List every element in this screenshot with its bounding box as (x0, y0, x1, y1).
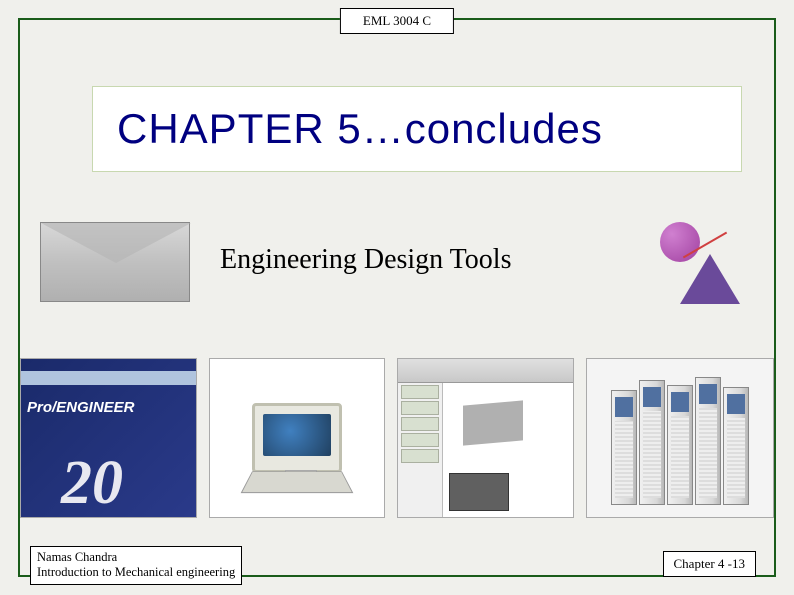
footer-page-box: Chapter 4 -13 (663, 551, 756, 577)
books-thumbnail (586, 358, 775, 518)
engineering-clipart-image (640, 214, 750, 314)
footer-author-box: Namas Chandra Introduction to Mechanical… (30, 546, 242, 585)
monitor-icon (252, 403, 342, 473)
course-code-label: EML 3004 C (340, 8, 454, 34)
proe-label: Pro/ENGINEER (27, 399, 135, 416)
proe-version: 20 (61, 459, 123, 509)
title-box: CHAPTER 5…concludes (92, 86, 742, 172)
course-title: Introduction to Mechanical engineering (37, 565, 235, 581)
proengineer-thumbnail: Pro/ENGINEER 20 (20, 358, 197, 518)
subtitle-text: Engineering Design Tools (220, 244, 511, 276)
computer-thumbnail (209, 358, 386, 518)
keyboard-icon (240, 471, 353, 493)
thumbnail-row: Pro/ENGINEER 20 (20, 358, 774, 518)
author-name: Namas Chandra (37, 550, 235, 566)
chapter-title: CHAPTER 5…concludes (117, 105, 717, 153)
cad-thumbnail (397, 358, 574, 518)
envelope-image (40, 222, 190, 302)
